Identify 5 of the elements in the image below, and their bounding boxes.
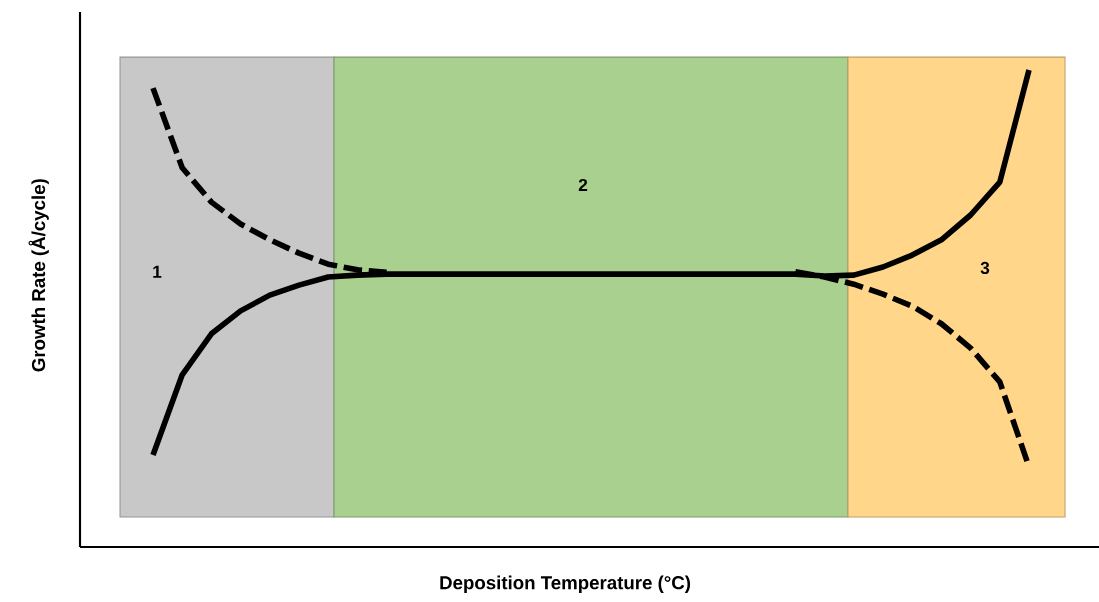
y-axis-title: Growth Rate (Å/cycle) [28,179,49,372]
x-axis-title: Deposition Temperature (°C) [440,575,691,594]
annotation: 1 [153,265,162,278]
annotation: 3 [980,261,990,275]
annotation: 2 [578,178,588,191]
